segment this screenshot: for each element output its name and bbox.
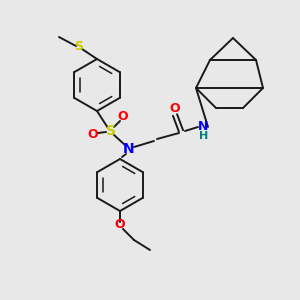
- Text: H: H: [200, 131, 208, 141]
- Text: O: O: [88, 128, 98, 140]
- Text: O: O: [115, 218, 125, 232]
- Text: S: S: [74, 40, 83, 53]
- Text: O: O: [170, 103, 180, 116]
- Text: N: N: [123, 142, 135, 156]
- Text: S: S: [106, 124, 116, 138]
- Text: N: N: [198, 121, 208, 134]
- Text: O: O: [118, 110, 128, 124]
